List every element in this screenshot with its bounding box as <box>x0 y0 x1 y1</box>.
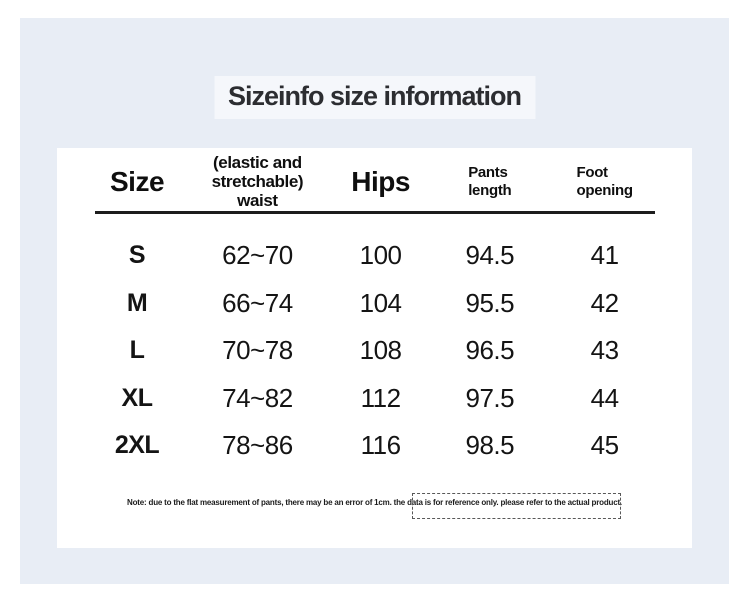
waist-header-line2: stretchable) <box>211 172 304 191</box>
column-header-size: Size <box>109 165 165 197</box>
pants-length-cell: 98.5 <box>465 430 515 461</box>
pants-length-cell: 97.5 <box>465 382 515 413</box>
size-cell: M <box>126 288 148 317</box>
hips-cell: 116 <box>360 430 401 461</box>
table-row-l: L 70~78 108 96.5 43 <box>95 327 655 375</box>
table-body: S 62~70 100 94.5 41 M 66~74 104 95.5 42 <box>95 214 655 470</box>
hips-cell: 100 <box>359 240 402 271</box>
size-cell: 2XL <box>114 431 160 460</box>
waist-cell: 70~78 <box>222 335 293 366</box>
foot-opening-cell: 45 <box>590 430 619 461</box>
foot-opening-cell: 44 <box>590 382 619 413</box>
hips-cell: 104 <box>359 287 402 318</box>
column-header-pants-length: Pants length <box>425 164 554 200</box>
hips-cell: 108 <box>359 335 402 366</box>
column-header-waist: (elastic and stretchable) waist <box>179 153 336 210</box>
waist-cell: 78~86 <box>222 430 293 461</box>
foot-header-line1: Foot <box>576 163 608 181</box>
hips-cell: 112 <box>360 382 401 413</box>
waist-cell: 74~82 <box>222 382 293 413</box>
note-text: Note: due to the flat measurement of pan… <box>127 498 622 507</box>
page-title: Sizeinfo size information <box>227 81 522 111</box>
table-row-m: M 66~74 104 95.5 42 <box>95 280 655 328</box>
table-row-2xl: 2XL 78~86 116 98.5 45 <box>95 422 655 470</box>
column-header-foot-opening: Foot opening <box>554 164 655 200</box>
pants-length-cell: 96.5 <box>465 335 515 366</box>
pants-length-cell: 95.5 <box>465 287 515 318</box>
title-highlight: Sizeinfo size information <box>213 76 536 119</box>
pants-header-line2: length <box>468 181 512 199</box>
size-cell: XL <box>121 383 153 412</box>
size-cell: S <box>128 241 146 270</box>
foot-opening-cell: 43 <box>590 335 619 366</box>
table-header-row: Size (elastic and stretchable) waist Hip… <box>95 152 655 214</box>
table-row-xl: XL 74~82 112 97.5 44 <box>95 375 655 423</box>
size-cell: L <box>129 336 145 365</box>
waist-header-line3: waist <box>237 191 278 210</box>
pants-length-cell: 94.5 <box>465 240 515 271</box>
foot-opening-cell: 42 <box>590 287 619 318</box>
foot-header-line2: opening <box>576 181 633 199</box>
waist-header-line1: (elastic and <box>213 153 302 172</box>
foot-opening-cell: 41 <box>590 240 619 271</box>
size-info-panel: Sizeinfo size information Size (elastic … <box>20 18 729 584</box>
pants-header-line1: Pants <box>468 163 508 181</box>
waist-cell: 62~70 <box>222 240 293 271</box>
size-table-card: Size (elastic and stretchable) waist Hip… <box>57 148 692 548</box>
table-row-s: S 62~70 100 94.5 41 <box>95 232 655 280</box>
size-table: Size (elastic and stretchable) waist Hip… <box>95 152 655 470</box>
waist-cell: 66~74 <box>222 287 293 318</box>
column-header-hips: Hips <box>351 165 410 197</box>
translation-overlay-box <box>412 493 621 519</box>
